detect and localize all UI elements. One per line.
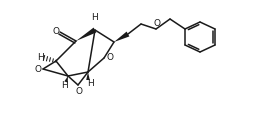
Polygon shape (76, 28, 96, 41)
Polygon shape (64, 76, 68, 83)
Text: O: O (154, 18, 160, 27)
Text: H: H (37, 54, 43, 62)
Text: O: O (35, 64, 42, 74)
Text: H: H (87, 79, 93, 88)
Polygon shape (114, 32, 130, 42)
Text: O: O (52, 26, 60, 35)
Text: H: H (61, 82, 67, 91)
Text: H: H (92, 13, 98, 22)
Polygon shape (86, 72, 90, 80)
Text: O: O (107, 54, 114, 62)
Text: O: O (76, 87, 83, 95)
